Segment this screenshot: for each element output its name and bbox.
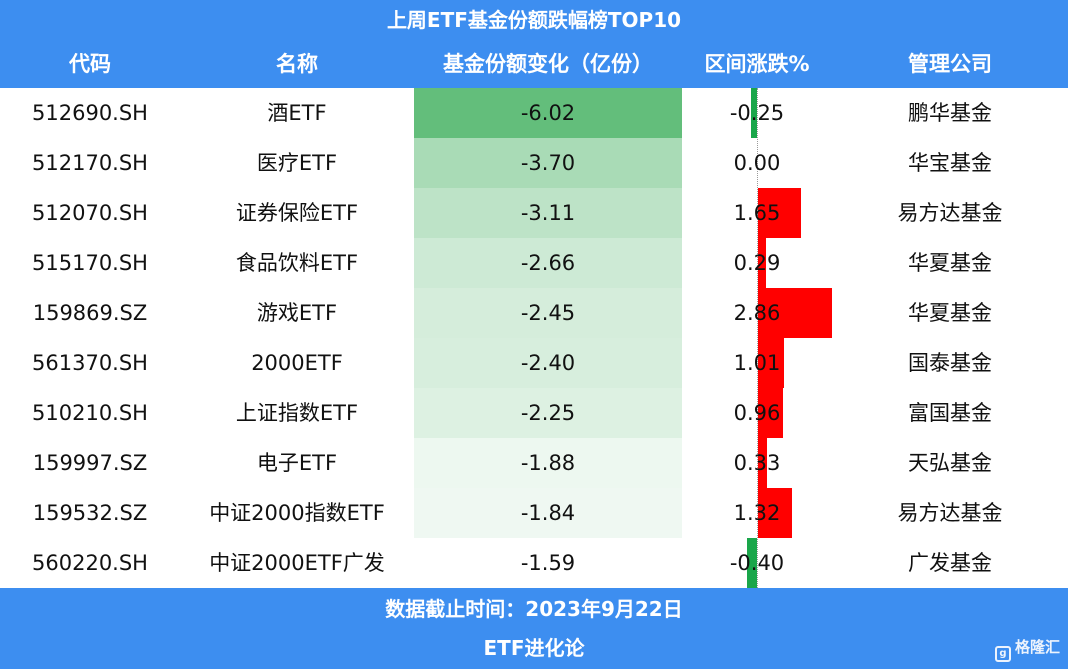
fund-name: 食品饮料ETF [235, 251, 359, 275]
watermark-logo-icon: g [994, 646, 1011, 662]
share-change-cell: -1.59 [414, 538, 682, 588]
range-change-bar-positive [758, 488, 793, 538]
share-change-cell: -2.45 [414, 288, 682, 338]
header-manager: 管理公司 [908, 52, 992, 76]
header-name: 名称 [276, 52, 318, 76]
fund-name: 中证2000ETF广发 [209, 551, 385, 575]
manager-company: 国泰基金 [908, 351, 992, 375]
fund-code: 560220.SH [32, 551, 148, 575]
fund-name: 2000ETF [251, 351, 343, 375]
share-change-cell: -1.88 [414, 438, 682, 488]
header-range-change: 区间涨跌% [704, 52, 810, 76]
fund-code: 515170.SH [32, 251, 148, 275]
fund-name: 酒ETF [267, 101, 327, 125]
fund-code: 512070.SH [32, 201, 148, 225]
watermark: g 格隆汇 [994, 636, 1060, 662]
range-change-bar-negative [746, 538, 757, 588]
range-change-bar-positive [758, 238, 766, 288]
table-row: 560220.SH 中证2000ETF广发 -1.59 -0.40 广发基金 [0, 538, 1068, 588]
share-change-value: -2.66 [520, 251, 576, 275]
range-change-bar-positive [758, 338, 785, 388]
manager-company: 易方达基金 [897, 501, 1003, 525]
fund-code: 159997.SZ [32, 451, 148, 475]
share-change-value: -1.59 [520, 551, 576, 575]
range-change-bar-negative [750, 88, 757, 138]
brand-name: ETF进化论 [483, 636, 585, 660]
fund-name: 游戏ETF [256, 301, 338, 325]
manager-company: 富国基金 [908, 401, 992, 425]
range-change-value: -0.40 [729, 551, 785, 575]
manager-company: 易方达基金 [897, 201, 1003, 225]
table-row: 159869.SZ 游戏ETF -2.45 2.86 华夏基金 [0, 288, 1068, 338]
manager-company: 天弘基金 [908, 451, 992, 475]
table-title: 上周ETF基金份额跌幅榜TOP10 [386, 8, 682, 32]
header-row [0, 40, 1068, 88]
range-change-value: 0.00 [733, 151, 781, 175]
range-change-bar-positive [758, 288, 833, 338]
table-row: 512070.SH 证券保险ETF -3.11 1.65 易方达基金 [0, 188, 1068, 238]
range-change-value: 0.33 [733, 451, 781, 475]
share-change-value: -2.40 [520, 351, 576, 375]
zero-axis-line [757, 88, 758, 588]
range-change-bar-positive [758, 438, 767, 488]
fund-code: 561370.SH [32, 351, 148, 375]
range-change-value: 1.32 [733, 501, 781, 525]
range-change-bar-positive [758, 188, 801, 238]
fund-code: 159869.SZ [32, 301, 148, 325]
title-bar [0, 0, 1068, 40]
manager-company: 广发基金 [908, 551, 992, 575]
share-change-value: -2.45 [520, 301, 576, 325]
share-change-value: -3.70 [520, 151, 576, 175]
footer-bar [0, 588, 1068, 669]
share-change-cell: -1.84 [414, 488, 682, 538]
table-row: 512170.SH 医疗ETF -3.70 0.00 华宝基金 [0, 138, 1068, 188]
watermark-text: 格隆汇 [1014, 638, 1060, 656]
range-change-value: 2.86 [733, 301, 781, 325]
fund-code: 512170.SH [32, 151, 148, 175]
fund-code: 159532.SZ [32, 501, 148, 525]
table-row: 515170.SH 食品饮料ETF -2.66 0.29 华夏基金 [0, 238, 1068, 288]
share-change-cell: -3.70 [414, 138, 682, 188]
fund-name: 电子ETF [256, 451, 338, 475]
manager-company: 鹏华基金 [908, 101, 992, 125]
share-change-value: -1.88 [520, 451, 576, 475]
share-change-cell: -2.40 [414, 338, 682, 388]
fund-name: 医疗ETF [256, 151, 338, 175]
table-row: 159997.SZ 电子ETF -1.88 0.33 天弘基金 [0, 438, 1068, 488]
fund-code: 510210.SH [32, 401, 148, 425]
header-share-change: 基金份额变化（亿份） [443, 52, 653, 76]
data-cutoff-date: 数据截止时间：2023年9月22日 [385, 597, 683, 621]
range-change-value: 1.01 [733, 351, 781, 375]
share-change-value: -3.11 [520, 201, 576, 225]
share-change-cell: -3.11 [414, 188, 682, 238]
share-change-cell: -6.02 [414, 88, 682, 138]
range-change-value: -0.25 [729, 101, 785, 125]
share-change-value: -1.84 [520, 501, 576, 525]
range-change-bar-positive [758, 388, 783, 438]
header-code: 代码 [69, 52, 111, 76]
range-change-value: 0.29 [733, 251, 781, 275]
table-row: 159532.SZ 中证2000指数ETF -1.84 1.32 易方达基金 [0, 488, 1068, 538]
manager-company: 华夏基金 [908, 251, 992, 275]
share-change-cell: -2.25 [414, 388, 682, 438]
range-change-value: 0.96 [733, 401, 781, 425]
manager-company: 华宝基金 [908, 151, 992, 175]
share-change-value: -6.02 [520, 101, 576, 125]
manager-company: 华夏基金 [908, 301, 992, 325]
range-change-value: 1.65 [733, 201, 781, 225]
share-change-cell: -2.66 [414, 238, 682, 288]
table-row: 512690.SH 酒ETF -6.02 -0.25 鹏华基金 [0, 88, 1068, 138]
fund-name: 证券保险ETF [235, 201, 359, 225]
share-change-value: -2.25 [520, 401, 576, 425]
fund-name: 上证指数ETF [235, 401, 359, 425]
table-row: 561370.SH 2000ETF -2.40 1.01 国泰基金 [0, 338, 1068, 388]
table-row: 510210.SH 上证指数ETF -2.25 0.96 富国基金 [0, 388, 1068, 438]
fund-name: 中证2000指数ETF [209, 501, 385, 525]
fund-code: 512690.SH [32, 101, 148, 125]
